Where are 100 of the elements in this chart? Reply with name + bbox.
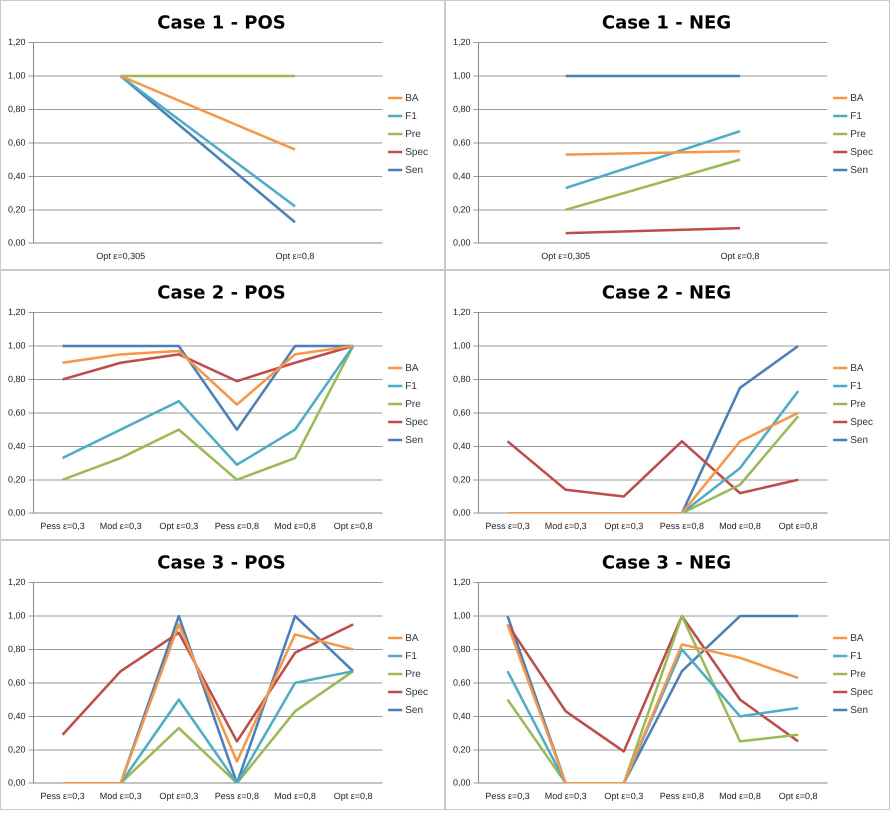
legend-label: Pre [850, 668, 866, 680]
y-tick-label: 0,00 [452, 508, 471, 518]
y-tick-label: 0,20 [8, 204, 26, 214]
y-tick-label: 0,60 [452, 677, 471, 688]
legend-label: BA [850, 362, 864, 374]
legend-label: Pre [405, 398, 422, 410]
legend-label: BA [405, 92, 419, 104]
y-tick-label: 1,00 [452, 70, 471, 81]
y-tick-label: 0,80 [452, 644, 471, 654]
legend-label: BA [850, 92, 864, 104]
legend-label: Spec [405, 146, 428, 158]
y-tick-label: 0,60 [8, 137, 26, 148]
x-tick-label: Opt ε=0,8 [334, 521, 373, 532]
y-tick-label: 0,00 [8, 238, 26, 248]
chart-title: Case 1 - NEG [602, 12, 732, 34]
legend-label: Pre [850, 398, 866, 410]
x-tick-label: Mod ε=0,3 [544, 791, 587, 802]
x-tick-label: Opt ε=0,8 [276, 251, 314, 262]
legend-label: F1 [405, 110, 418, 122]
x-tick-label: Opt ε=0,3 [604, 521, 644, 532]
y-tick-label: 1,00 [8, 340, 26, 351]
y-tick-label: 0,60 [8, 677, 26, 688]
legend-label: Sen [850, 164, 868, 176]
y-tick-label: 0,80 [8, 374, 26, 384]
legend-label: Pre [850, 128, 866, 140]
y-tick-label: 0,40 [8, 440, 26, 451]
x-tick-label: Opt ε=0,305 [541, 251, 590, 262]
y-tick-label: 0,60 [8, 407, 26, 418]
legend-label: Spec [405, 686, 428, 698]
y-tick-label: 1,20 [8, 37, 26, 48]
legend-label: Pre [405, 128, 422, 140]
x-tick-label: Pess ε=0,8 [660, 521, 704, 532]
y-tick-label: 1,00 [8, 610, 26, 621]
y-tick-label: 0,20 [8, 744, 26, 754]
y-tick-label: 0,80 [452, 374, 471, 384]
legend-label: Sen [405, 164, 424, 176]
x-tick-label: Pess ε=0,8 [214, 521, 260, 532]
y-tick-label: 0,20 [452, 204, 471, 214]
y-tick-label: 0,20 [452, 744, 471, 754]
x-tick-label: Mod ε=0,3 [100, 791, 142, 802]
y-tick-label: 0,60 [452, 137, 471, 148]
y-tick-label: 0,80 [452, 104, 471, 114]
x-tick-label: Opt ε=0,8 [778, 521, 818, 532]
legend-label: Spec [850, 416, 874, 428]
legend-label: F1 [850, 380, 862, 392]
x-tick-label: Mod ε=0,8 [274, 791, 316, 802]
legend-label: Spec [850, 686, 874, 698]
legend-label: F1 [850, 650, 862, 662]
y-tick-label: 0,20 [452, 474, 471, 484]
x-tick-label: Opt ε=0,3 [604, 791, 644, 802]
x-tick-label: Opt ε=0,3 [159, 791, 198, 802]
x-tick-label: Pess ε=0,3 [40, 791, 85, 802]
legend-label: BA [850, 632, 864, 644]
y-tick-label: 0,40 [452, 440, 471, 451]
x-tick-label: Opt ε=0,305 [96, 251, 146, 262]
y-tick-label: 0,80 [8, 644, 26, 654]
x-tick-label: Opt ε=0,8 [334, 791, 373, 802]
y-tick-label: 0,40 [8, 710, 26, 721]
y-tick-label: 1,20 [452, 307, 471, 318]
x-tick-label: Pess ε=0,3 [40, 521, 85, 532]
y-tick-label: 0,40 [8, 170, 26, 181]
legend-label: Spec [850, 146, 874, 158]
y-tick-label: 0,00 [8, 508, 26, 518]
x-tick-label: Pess ε=0,3 [485, 791, 530, 802]
chart-title: Case 1 - POS [157, 12, 286, 34]
y-tick-label: 0,80 [8, 104, 26, 114]
x-tick-label: Mod ε=0,3 [544, 521, 587, 532]
legend-label: F1 [405, 650, 418, 662]
x-tick-label: Pess ε=0,8 [660, 791, 704, 802]
y-tick-label: 1,00 [452, 610, 471, 621]
y-tick-label: 0,00 [452, 238, 471, 248]
x-tick-label: Pess ε=0,8 [214, 791, 260, 802]
y-tick-label: 1,00 [8, 70, 26, 81]
y-tick-label: 0,40 [452, 710, 471, 721]
x-tick-label: Opt ε=0,8 [778, 791, 818, 802]
y-tick-label: 0,40 [452, 170, 471, 181]
chart-title: Case 2 - NEG [602, 282, 732, 304]
x-tick-label: Opt ε=0,3 [159, 521, 198, 532]
legend-label: F1 [850, 110, 862, 122]
legend-label: BA [405, 362, 419, 374]
y-tick-label: 0,20 [8, 474, 26, 484]
chart-title: Case 3 - NEG [602, 552, 732, 574]
y-tick-label: 0,00 [8, 778, 26, 788]
legend-label: Sen [405, 704, 424, 716]
x-tick-label: Mod ε=0,8 [274, 521, 316, 532]
y-tick-label: 1,20 [452, 37, 471, 48]
x-tick-label: Mod ε=0,8 [719, 521, 761, 532]
y-tick-label: 1,00 [452, 340, 471, 351]
y-tick-label: 0,00 [452, 778, 471, 788]
legend-label: Sen [850, 704, 868, 716]
chart-title: Case 3 - POS [157, 552, 286, 574]
chart-title: Case 2 - POS [157, 282, 286, 304]
legend-label: Sen [850, 434, 868, 446]
y-tick-label: 1,20 [452, 577, 471, 588]
y-tick-label: 1,20 [8, 577, 26, 588]
y-tick-label: 0,60 [452, 407, 471, 418]
legend-label: Pre [405, 668, 422, 680]
legend-label: Spec [405, 416, 428, 428]
legend-label: F1 [405, 380, 418, 392]
y-tick-label: 1,20 [8, 307, 26, 318]
